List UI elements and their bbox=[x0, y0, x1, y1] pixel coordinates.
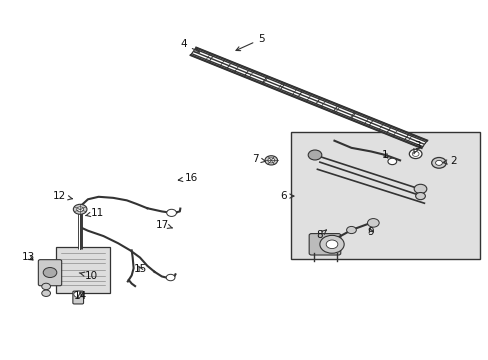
Text: 15: 15 bbox=[133, 264, 146, 274]
Circle shape bbox=[411, 152, 418, 157]
Text: 4: 4 bbox=[180, 39, 199, 52]
Circle shape bbox=[408, 149, 421, 158]
FancyBboxPatch shape bbox=[38, 260, 61, 286]
Circle shape bbox=[166, 209, 176, 216]
Circle shape bbox=[413, 184, 426, 194]
Circle shape bbox=[387, 158, 396, 165]
Text: 16: 16 bbox=[178, 173, 197, 183]
Circle shape bbox=[73, 204, 87, 214]
Text: 1: 1 bbox=[382, 150, 388, 160]
Bar bbox=[290, 132, 479, 258]
Text: 8: 8 bbox=[316, 230, 325, 240]
FancyBboxPatch shape bbox=[73, 291, 83, 304]
Text: 14: 14 bbox=[73, 291, 86, 301]
Polygon shape bbox=[190, 48, 427, 148]
Text: 2: 2 bbox=[442, 156, 456, 166]
Circle shape bbox=[264, 156, 277, 165]
Circle shape bbox=[319, 235, 344, 253]
Text: 10: 10 bbox=[79, 271, 98, 281]
FancyBboxPatch shape bbox=[56, 247, 110, 293]
Circle shape bbox=[41, 283, 50, 290]
Circle shape bbox=[77, 207, 83, 212]
Circle shape bbox=[43, 267, 57, 278]
Circle shape bbox=[415, 193, 425, 200]
Circle shape bbox=[41, 290, 50, 296]
Circle shape bbox=[166, 274, 175, 281]
Text: 12: 12 bbox=[53, 191, 72, 201]
Text: 7: 7 bbox=[252, 154, 265, 164]
Circle shape bbox=[325, 240, 337, 249]
Text: 13: 13 bbox=[21, 252, 35, 262]
Circle shape bbox=[367, 219, 378, 227]
Circle shape bbox=[346, 226, 356, 234]
Text: 11: 11 bbox=[85, 208, 104, 218]
Circle shape bbox=[307, 150, 321, 160]
Circle shape bbox=[267, 158, 274, 163]
Text: 3: 3 bbox=[413, 141, 420, 154]
Text: 5: 5 bbox=[236, 34, 264, 51]
Text: 9: 9 bbox=[367, 227, 373, 237]
FancyBboxPatch shape bbox=[308, 234, 340, 255]
Circle shape bbox=[74, 291, 82, 297]
Circle shape bbox=[431, 157, 446, 168]
Text: 17: 17 bbox=[156, 220, 172, 230]
Text: 6: 6 bbox=[280, 191, 293, 201]
Circle shape bbox=[435, 160, 442, 165]
